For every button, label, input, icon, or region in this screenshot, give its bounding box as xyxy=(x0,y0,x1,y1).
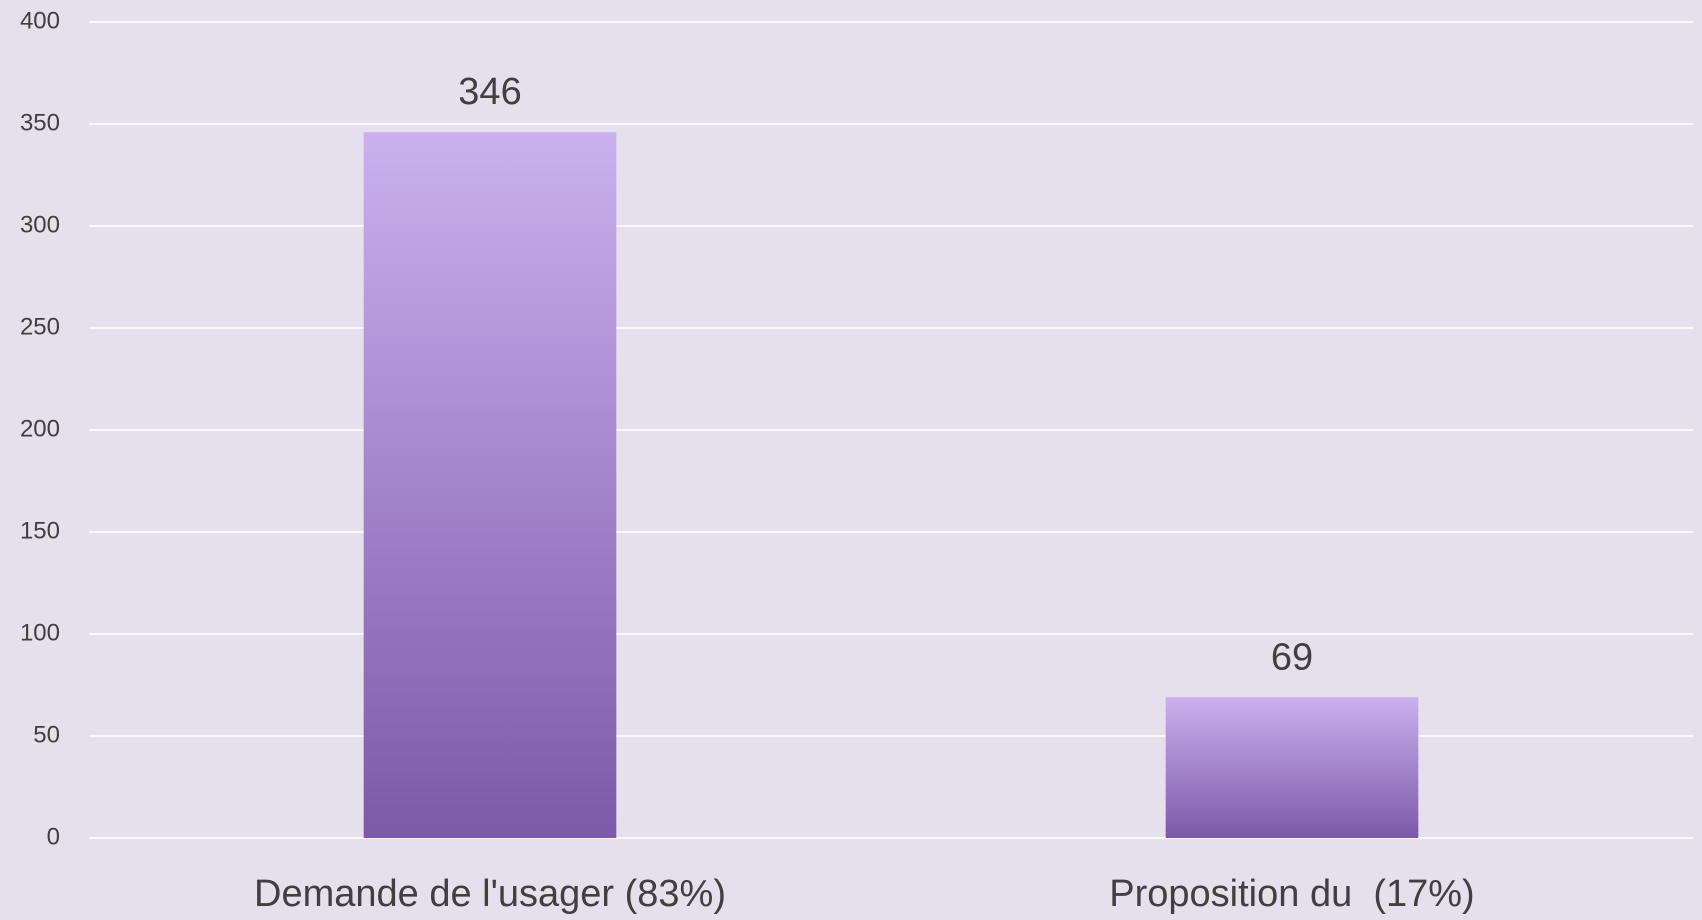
x-tick-label: Demande de l'usager (83%) xyxy=(254,873,726,915)
bar xyxy=(1165,697,1419,838)
y-tick-label: 0 xyxy=(47,823,60,850)
y-tick-label: 200 xyxy=(20,415,60,442)
y-tick-label: 150 xyxy=(20,517,60,544)
y-tick-label: 50 xyxy=(33,721,60,748)
y-tick-label: 250 xyxy=(20,313,60,340)
y-tick-label: 400 xyxy=(20,7,60,34)
bar xyxy=(363,132,617,838)
x-tick-label: Proposition du (17%) xyxy=(1109,873,1474,915)
value-label: 346 xyxy=(458,71,521,113)
y-tick-label: 100 xyxy=(20,619,60,646)
value-label: 69 xyxy=(1271,636,1313,678)
y-tick-label: 300 xyxy=(20,211,60,238)
y-tick-label: 350 xyxy=(20,109,60,136)
